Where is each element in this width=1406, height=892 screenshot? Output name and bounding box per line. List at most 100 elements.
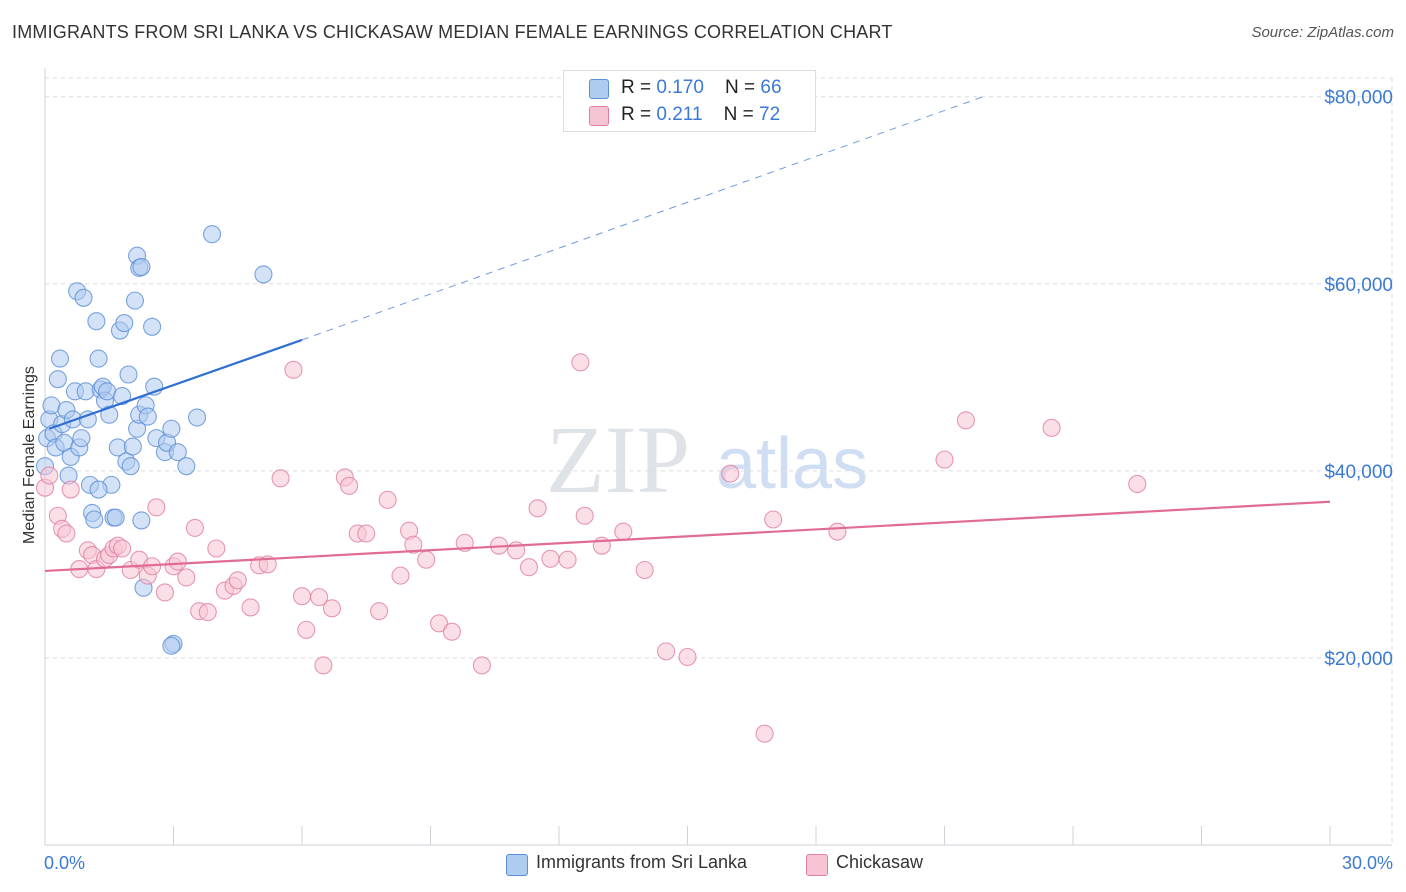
legend-r-label: R =	[621, 77, 657, 98]
chickasaw-point	[721, 464, 740, 483]
watermark-zip: ZIP	[546, 406, 690, 513]
sri-lanka-point	[132, 257, 151, 276]
x-tick-label: 30.0%	[1342, 853, 1393, 873]
bottom-legend-swatch-blue	[506, 854, 528, 876]
chickasaw-point	[404, 535, 423, 554]
legend-n-label: N =	[725, 77, 761, 98]
chickasaw-point	[1042, 418, 1061, 437]
sri-lanka-point	[254, 265, 273, 284]
y-tick-label: $20,000	[1324, 649, 1393, 670]
chickasaw-point	[657, 642, 676, 661]
sri-lanka-point	[76, 382, 95, 401]
chickasaw-point	[284, 360, 303, 379]
sri-lanka-point	[188, 408, 207, 427]
sri-lanka-point	[87, 312, 106, 331]
chickasaw-point	[635, 560, 654, 580]
legend-r-value: 0.211	[656, 104, 703, 125]
sri-lanka-point	[168, 443, 187, 462]
chickasaw-point	[357, 524, 376, 543]
chickasaw-point	[828, 522, 847, 541]
x-tick-label: 0.0%	[44, 853, 85, 873]
chickasaw-point	[322, 599, 342, 618]
sri-lanka-point	[113, 386, 132, 406]
sri-lanka-point	[132, 511, 151, 530]
chickasaw-point	[755, 724, 774, 743]
chickasaw-point	[370, 602, 389, 621]
chickasaw-point	[228, 571, 247, 590]
chickasaw-point	[1128, 474, 1147, 493]
sri-lanka-point	[125, 291, 144, 310]
chickasaw-point	[571, 353, 590, 372]
chickasaw-point	[241, 598, 260, 617]
legend-r-value: 0.170	[656, 77, 704, 98]
chickasaw-point	[310, 588, 329, 607]
sri-lanka-point	[143, 317, 162, 336]
sri-lanka-point	[123, 437, 142, 456]
sri-lanka-point	[119, 365, 138, 384]
bottom-legend-label: Immigrants from Sri Lanka	[536, 852, 748, 872]
bottom-legend-label: Chickasaw	[836, 852, 924, 872]
sri-lanka-point	[121, 457, 140, 476]
chickasaw-point	[147, 498, 166, 517]
y-tick-label: $80,000	[1324, 88, 1393, 109]
chickasaw-point	[40, 466, 59, 485]
chickasaw-point	[378, 490, 397, 509]
chickasaw-point	[430, 614, 449, 633]
source-label: Source: ZipAtlas.com	[1251, 24, 1394, 41]
chickasaw-point	[935, 450, 954, 469]
chickasaw-point	[442, 622, 461, 641]
chickasaw-point	[541, 549, 560, 568]
legend-r-label: R =	[621, 104, 657, 125]
chickasaw-point	[61, 480, 80, 499]
chickasaw-point	[168, 552, 187, 571]
sri-lanka-point	[50, 349, 70, 368]
sri-lanka-point	[72, 429, 91, 448]
sri-lanka-point	[98, 382, 117, 401]
sri-lanka-point	[177, 457, 196, 476]
chickasaw-point	[340, 476, 359, 495]
sri-lanka-point	[42, 396, 61, 415]
chickasaw-point	[417, 550, 436, 569]
chickasaw-point	[391, 566, 410, 585]
chickasaw-point	[764, 510, 783, 529]
chickasaw-point	[297, 620, 316, 639]
chickasaw-point	[519, 558, 539, 577]
sri-lanka-point	[162, 419, 181, 438]
sri-lanka-point	[78, 410, 97, 429]
chickasaw-point	[271, 469, 290, 488]
sri-lanka-point	[74, 288, 93, 307]
sri-lanka-point	[162, 636, 181, 655]
chickasaw-point	[198, 603, 217, 622]
sri-lanka-point	[89, 480, 108, 499]
chickasaw-point	[614, 522, 633, 541]
watermark-atlas: atlas	[716, 424, 868, 504]
chickasaw-point	[185, 518, 204, 537]
sri-lanka-point	[106, 508, 125, 527]
bottom-legend-swatch-pink	[806, 854, 828, 876]
chickasaw-point	[207, 539, 226, 558]
sri-lanka-point	[138, 407, 157, 426]
sri-lanka-point	[203, 225, 222, 244]
legend-swatch-pink	[589, 106, 609, 126]
chickasaw-point	[292, 587, 312, 606]
chart-title: IMMIGRANTS FROM SRI LANKA VS CHICKASAW M…	[12, 22, 893, 42]
legend-n-value: 72	[759, 104, 781, 125]
chickasaw-point	[956, 411, 975, 430]
sri-lanka-trend-line	[48, 338, 303, 430]
chickasaw-point	[314, 656, 333, 675]
chickasaw-point	[558, 550, 577, 569]
chickasaw-point	[155, 583, 174, 602]
chickasaw-point	[113, 539, 132, 558]
sri-lanka-point	[89, 349, 108, 368]
stats-legend: R = 0.170 N = 66 R = 0.211 N = 72	[563, 70, 816, 132]
legend-swatch-blue	[589, 79, 609, 99]
chickasaw-point	[575, 506, 594, 525]
legend-n-value: 66	[760, 77, 782, 98]
y-tick-label: $40,000	[1324, 462, 1393, 483]
chickasaw-trend-line	[44, 500, 1331, 573]
sri-lanka-trend-extension	[301, 96, 984, 341]
legend-n-label: N =	[723, 104, 760, 125]
chickasaw-point	[57, 524, 76, 543]
chickasaw-point	[678, 647, 697, 667]
